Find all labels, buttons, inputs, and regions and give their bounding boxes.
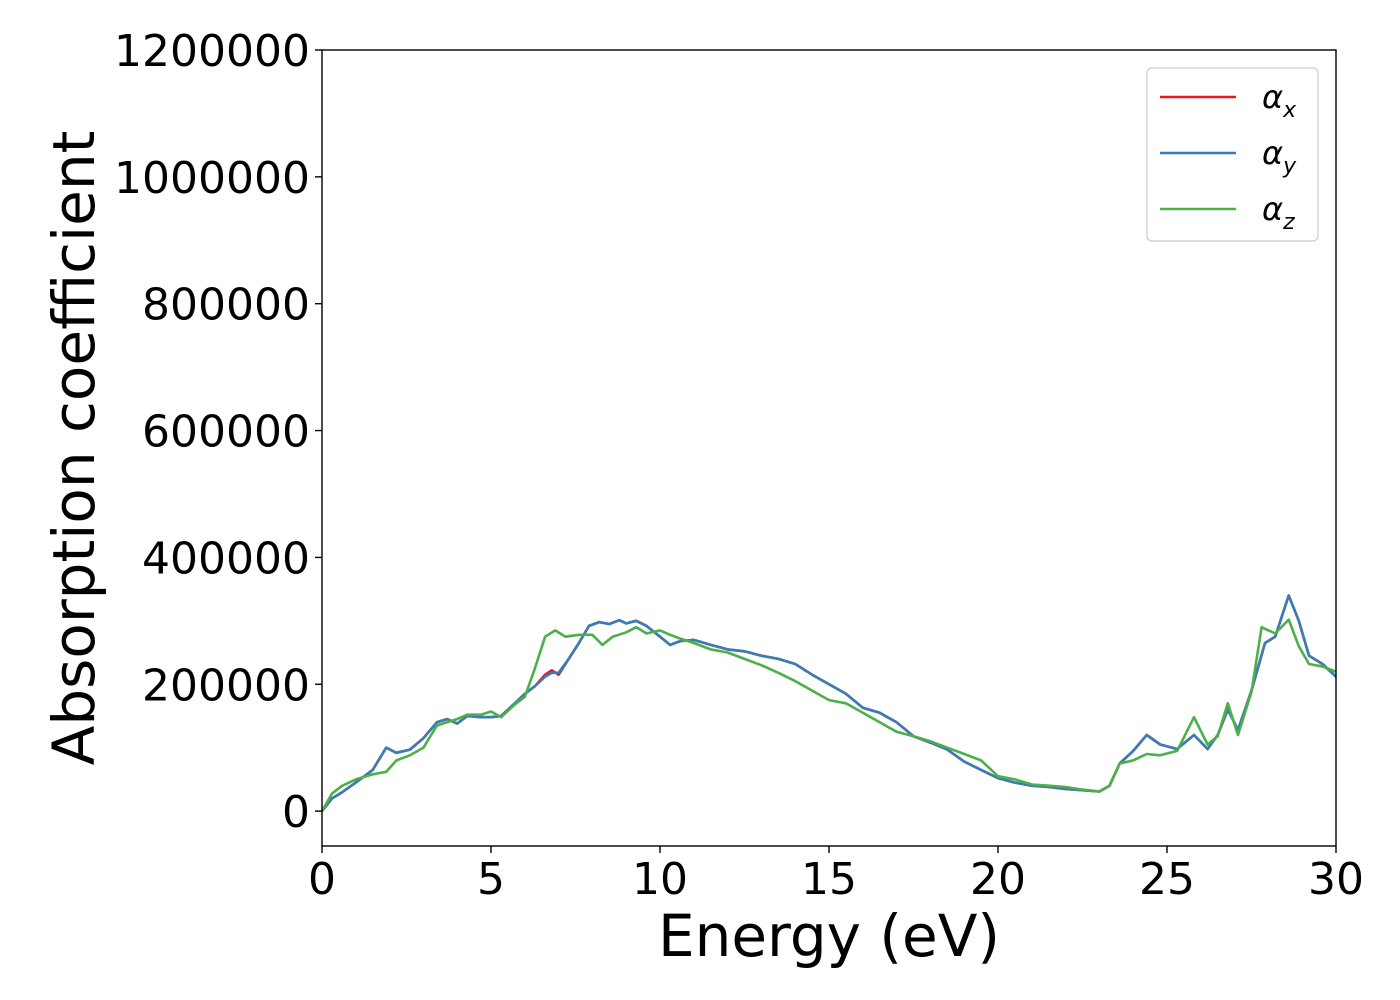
legend-subscript: x xyxy=(1282,98,1297,123)
x-tick-label: 10 xyxy=(632,854,688,905)
legend-label-x: αx xyxy=(1262,78,1297,123)
y-tick-label: 1200000 xyxy=(114,26,310,77)
series-line-x xyxy=(322,594,1336,813)
x-tick-label: 25 xyxy=(1139,854,1195,905)
legend-label-z: αz xyxy=(1262,190,1295,235)
legend-box xyxy=(1146,67,1319,242)
y-tick-label: 800000 xyxy=(142,280,310,331)
legend-symbol: α xyxy=(1262,134,1283,172)
x-tick-label: 5 xyxy=(477,854,505,905)
y-tick-label: 200000 xyxy=(142,660,310,711)
x-tick-label: 20 xyxy=(970,854,1026,905)
x-axis-title: Energy (eV) xyxy=(658,902,1000,970)
x-tick-label: 0 xyxy=(308,854,336,905)
legend-symbol: α xyxy=(1262,190,1283,228)
y-tick-label: 600000 xyxy=(142,407,310,458)
y-tick-label: 0 xyxy=(282,787,310,838)
legend-symbol: α xyxy=(1262,78,1283,116)
legend-subscript: z xyxy=(1282,210,1295,235)
plot-layer xyxy=(322,594,1336,813)
series-line-y xyxy=(322,594,1336,813)
x-tick-label: 30 xyxy=(1308,854,1364,905)
x-tick-label: 15 xyxy=(801,854,857,905)
y-axis-title: Absorption coefficient xyxy=(40,131,108,766)
series-line-z xyxy=(322,618,1336,813)
y-tick-label: 400000 xyxy=(142,533,310,584)
plot-frame xyxy=(321,49,1337,847)
legend-subscript: y xyxy=(1282,154,1297,179)
y-tick-label: 1000000 xyxy=(114,153,310,204)
ticks-layer: 0 5 10 15 20 25 30 0 200000 400000 600000 800000 100… xyxy=(114,26,1364,905)
legend-label-y: αy xyxy=(1262,134,1297,179)
